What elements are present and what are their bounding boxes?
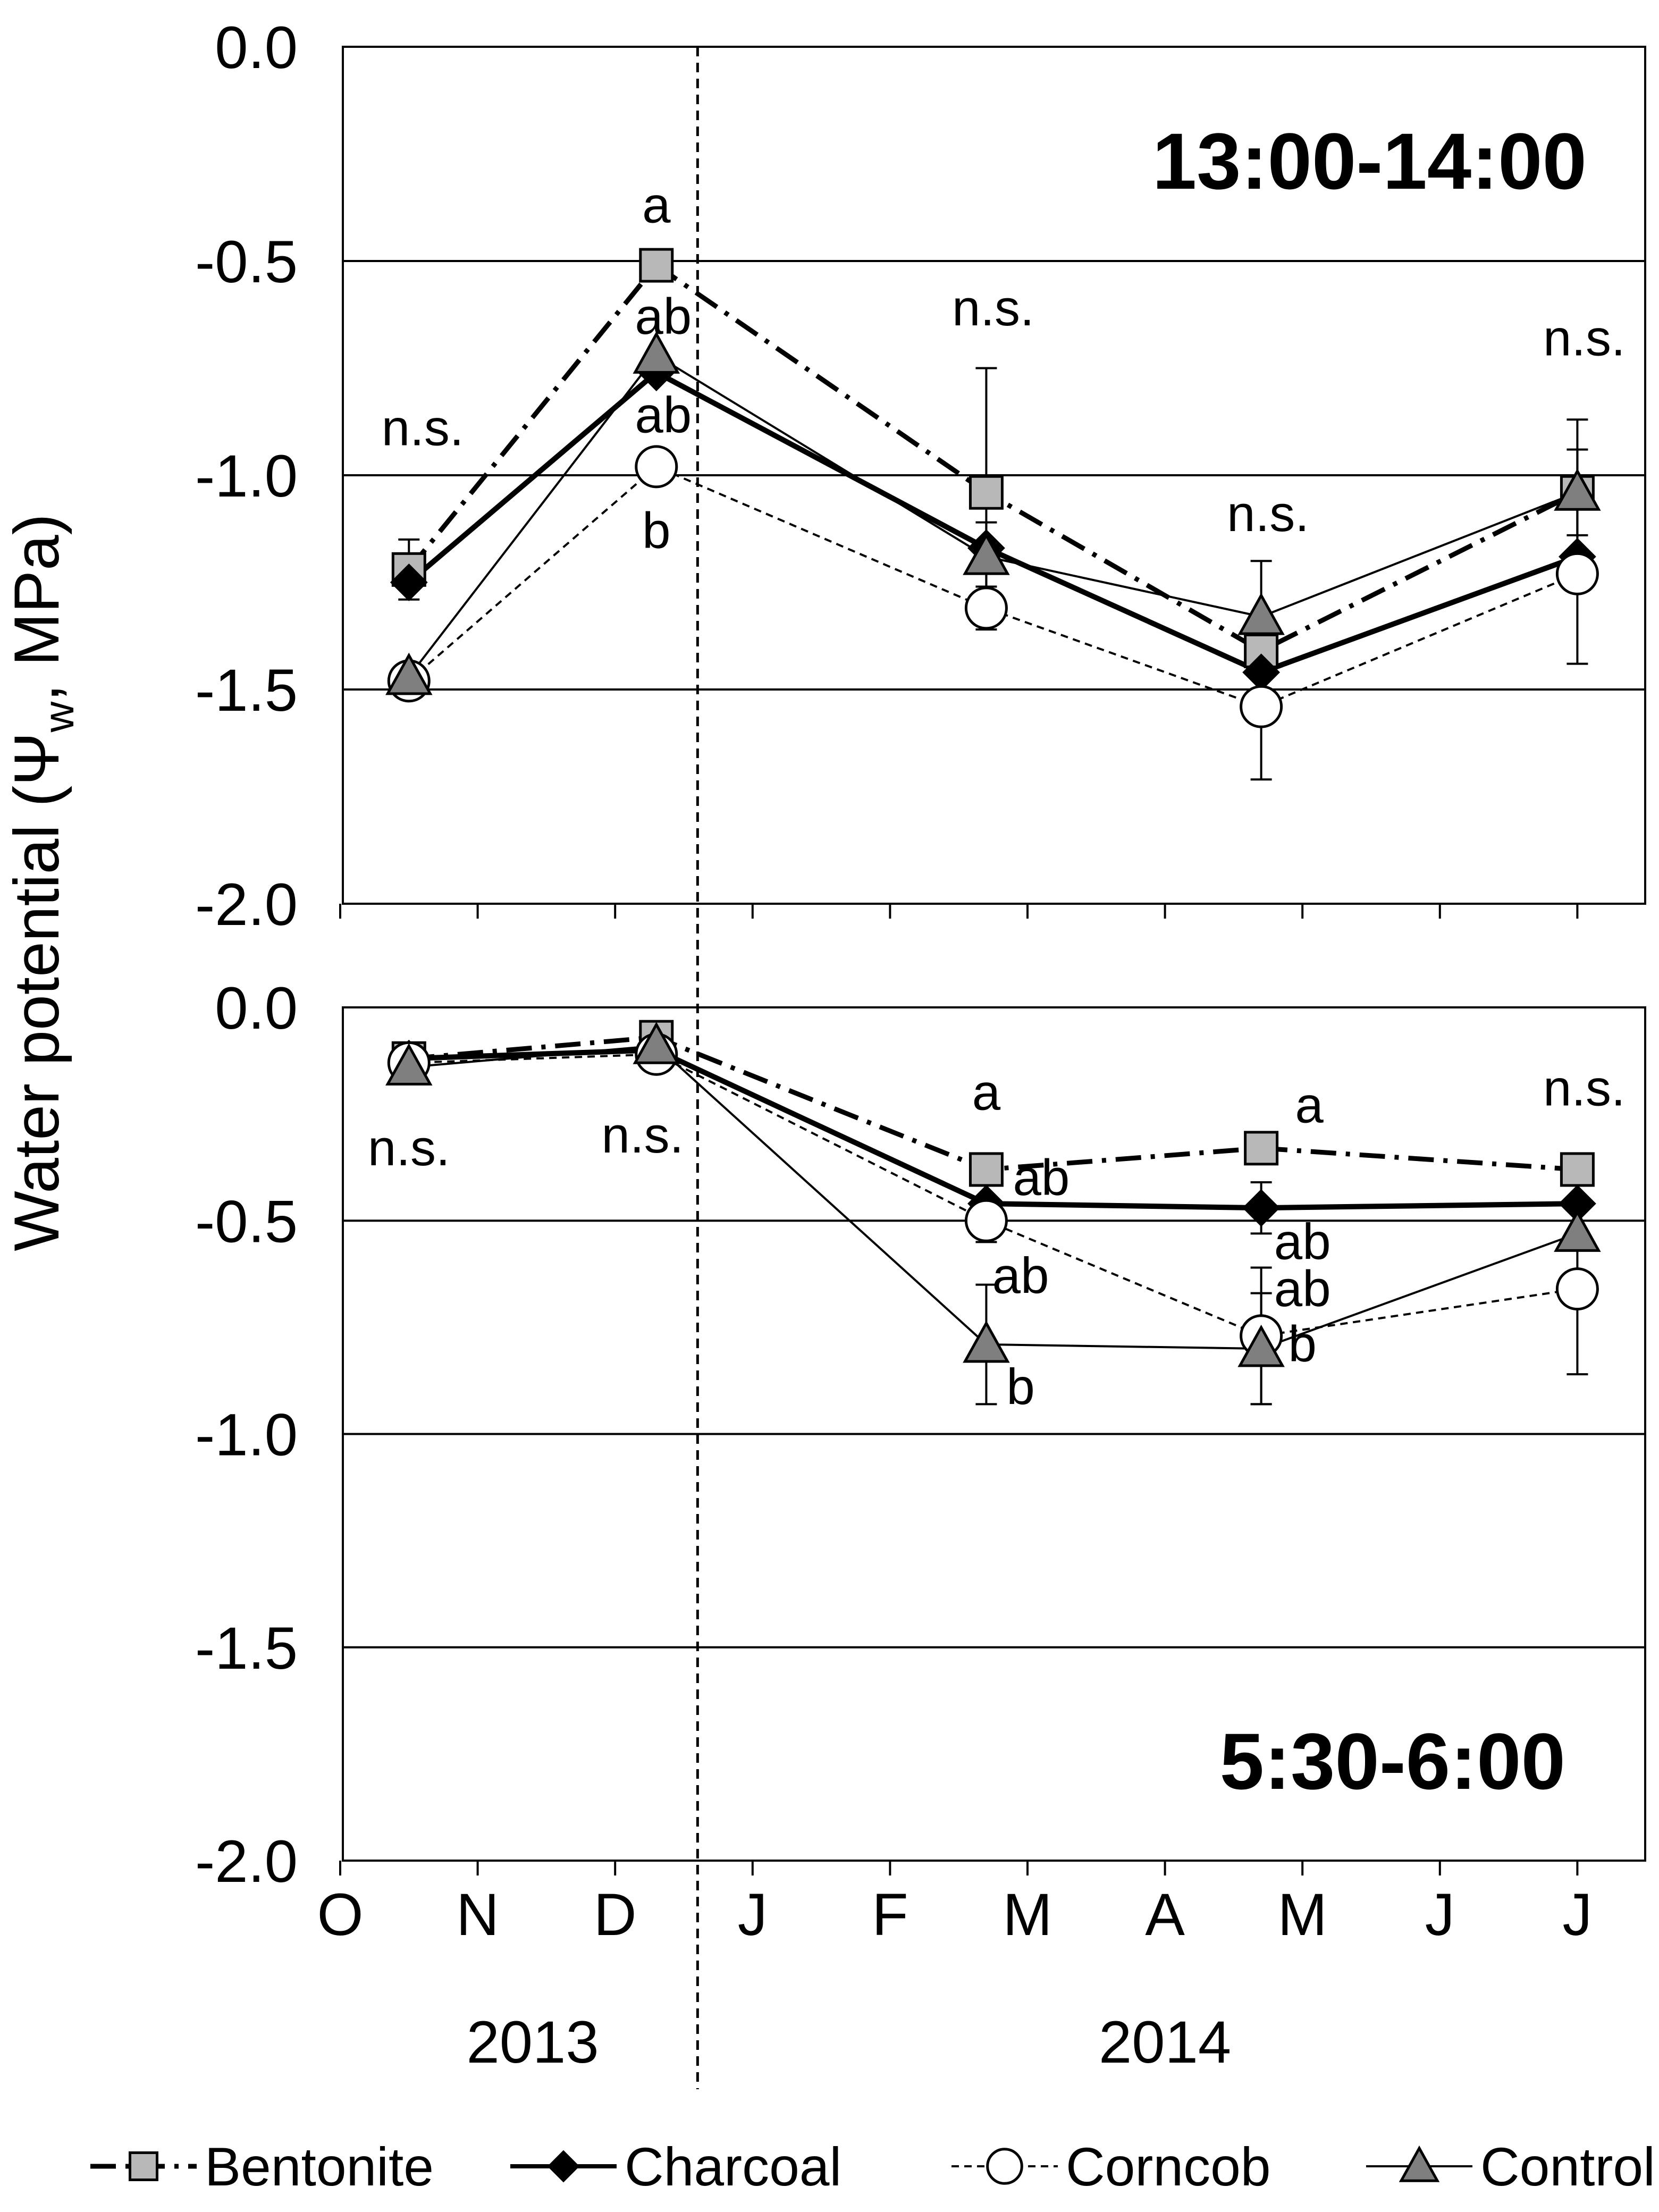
panel-1-annotation: ab [635,288,692,345]
x-month-label: N [456,1881,499,1948]
legend-charcoal-label: Charcoal [625,2137,841,2197]
panel-2-annotation: n.s. [368,1120,450,1176]
panel-2-annotation: ab [1013,1149,1069,1206]
legend-corncob-label: Corncob [1066,2137,1271,2197]
x-month-label: O [317,1881,363,1948]
panel-2-annotation: n.s. [602,1107,684,1164]
x-month-label: D [594,1881,637,1948]
panel-1-y-tick-label: 0.0 [215,14,298,81]
panel-1-annotation: b [642,502,670,559]
panel-1-corncob-point [964,586,1008,630]
panel-2-y-tick-label: -2.0 [195,1828,298,1895]
x-month-label: M [1003,1881,1052,1948]
panel-1-title: 13:00-14:00 [1152,116,1587,206]
panel-2-y-tick-label: -1.0 [195,1402,298,1468]
panel-2-annotation: ab [1274,1260,1331,1317]
panel-1-y-tick-label: -2.0 [195,871,298,938]
panel-1-annotation: n.s. [1543,309,1626,366]
panel-1-annotation: n.s. [382,400,464,457]
panel-2-control-point [963,1320,1010,1363]
panel-2-charcoal-point [1242,1189,1281,1227]
legend-bentonite-marker [129,2151,158,2181]
panel-2-annotation: a [1295,1077,1324,1134]
legend-charcoal-marker [547,2150,580,2183]
panel-2-annotation: a [972,1064,1001,1121]
legend-control-label: Control [1480,2137,1655,2197]
panel-2-y-tick-label: -1.5 [195,1615,298,1681]
panel-1-y-tick-label: -0.5 [195,229,298,295]
panel-2-corncob-point [964,1199,1008,1242]
legend: Bentonite Charcoal Corncob Control [90,2137,1655,2197]
y-axis-label-tail: , MPa) [1,514,72,701]
legend-corncob-marker [986,2148,1023,2185]
legend-control-marker [1399,2145,1440,2182]
x-month-label: J [1562,1881,1592,1948]
x-month-label: A [1145,1881,1185,1948]
x-month-label: J [1425,1881,1455,1948]
legend-bentonite-label: Bentonite [205,2137,434,2197]
x-month-label: J [738,1881,768,1948]
x-year-label: 2013 [466,2009,599,2075]
panel-2-control-point [633,1022,680,1064]
panel-2-control-point [1237,1324,1285,1367]
panel-1-annotation: n.s. [952,280,1034,337]
panel-1-y-tick-label: -1.0 [195,443,298,509]
panel-1-corncob-line [408,465,1578,708]
panel-1-annotation: n.s. [1227,485,1309,542]
panel-2-annotation: ab [992,1248,1049,1305]
panel-2-annotation: b [1289,1316,1317,1373]
panel-2-y-tick-label: -0.5 [195,1188,298,1255]
panel-2-control-point [1554,1209,1601,1252]
panel-2-bentonite-point [1560,1152,1595,1187]
panel-1-control-point [963,532,1010,575]
panel-1-y-tick-label: -1.5 [195,657,298,724]
panel-2-bentonite-point [1244,1131,1279,1166]
x-year-label: 2014 [1099,2009,1231,2075]
panel-1-corncob-point [635,445,678,489]
text-layer: 0.0-0.5-1.0-1.5-2.013:00-14:00n.s.aababb… [195,14,1626,2075]
panel-2-corncob-point [1555,1267,1599,1311]
panel-2-title: 5:30-6:00 [1220,1717,1565,1806]
panel-2-annotation: b [1006,1358,1034,1415]
panel-2-annotation: ab [1274,1213,1331,1270]
panel-2-y-tick-label: 0.0 [215,975,298,1041]
panel-1-corncob-point [1555,552,1599,595]
panel-1-charcoal-point [390,563,428,601]
y-axis-label-main: Water potential (Ψ [1,733,72,1251]
y-axis-label: Water potential (Ψw, MPa) [1,514,82,1251]
panel-1-control-point [1554,468,1601,511]
panel-1-annotation: ab [635,386,692,443]
panel-2-annotation: n.s. [1543,1060,1626,1117]
panel-1-bentonite-point [969,475,1004,510]
panel-1-corncob-point [1240,685,1283,728]
x-month-label: F [872,1881,908,1948]
panel-2-control-point [385,1043,433,1086]
x-month-label: M [1278,1881,1327,1948]
panel-2-bentonite-point [969,1152,1004,1187]
panel-1-control-point [385,652,433,695]
series-markers-layer [385,248,1601,1367]
panel-1-control-point [633,331,680,374]
panel-1-annotation: a [642,176,671,233]
y-axis-label-subscript: w [35,702,82,733]
panel-1-bentonite-point [639,248,674,283]
panel-1-control-point [1237,592,1285,635]
